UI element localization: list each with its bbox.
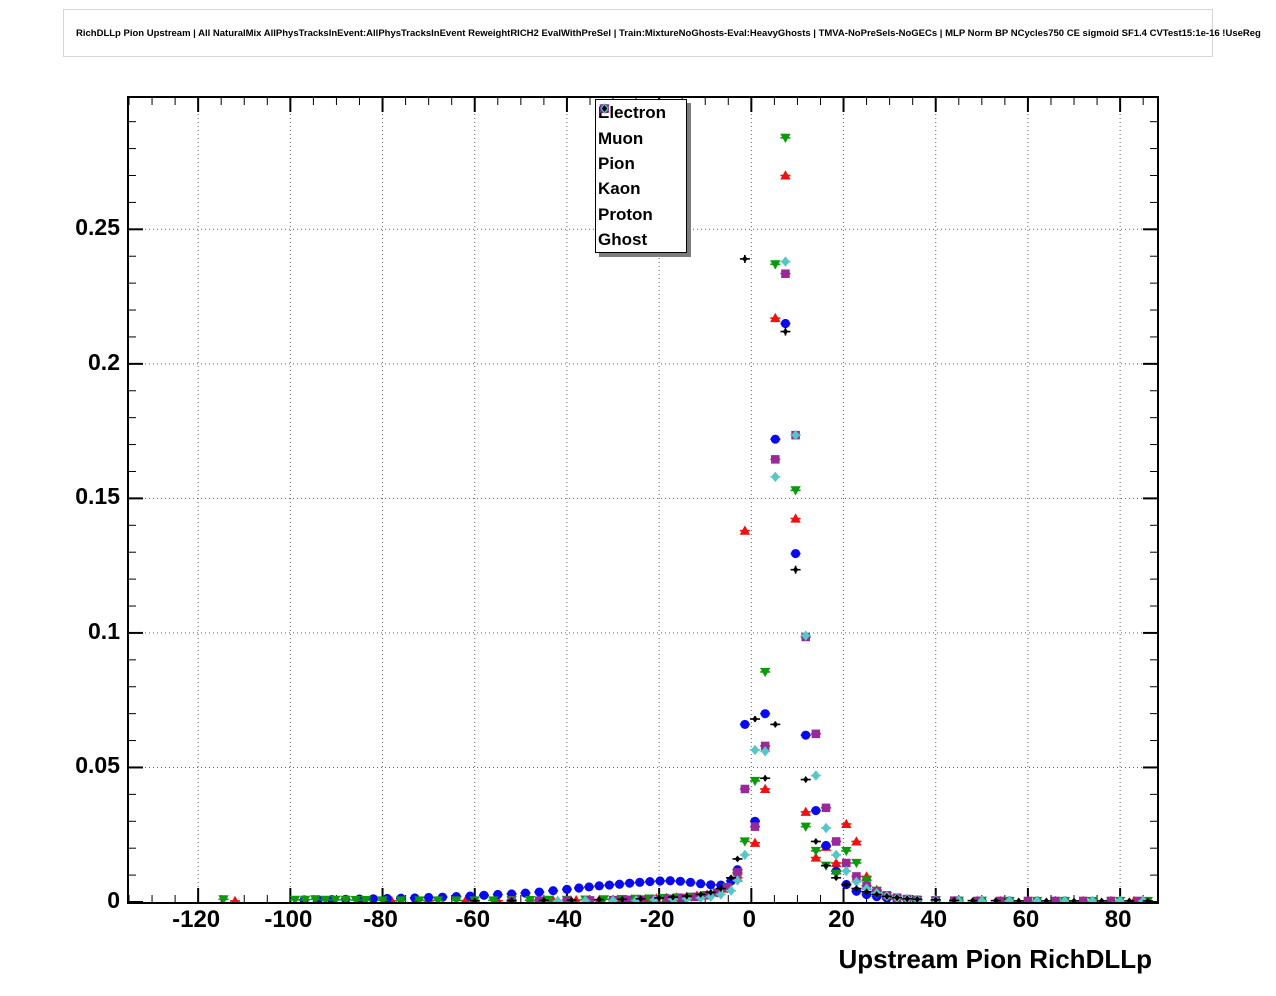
y-tick-label: 0.25 [75, 214, 120, 241]
legend-label: Proton [598, 204, 653, 224]
legend-entry-muon: Muon [596, 103, 686, 150]
x-tick-label: 80 [1104, 906, 1132, 933]
x-tick-label: 60 [1012, 906, 1040, 933]
series-ghost [469, 254, 1153, 902]
legend-label: Ghost [598, 230, 648, 250]
x-tick-label: -60 [455, 906, 491, 933]
series-muon [299, 318, 1070, 902]
plot-title: RichDLLp Pion Upstream | All NaturalMix … [76, 28, 1261, 39]
series-electron [230, 170, 1139, 902]
legend-label: Kaon [598, 179, 641, 199]
legend: Electron Muon Pion Kaon Proton Ghost [595, 99, 687, 254]
y-tick-label: 0.1 [88, 617, 120, 644]
ghost-marker-icon [601, 105, 608, 112]
chart-area [129, 98, 1157, 902]
legend-label: Electron [598, 103, 667, 123]
x-tick-label: -100 [264, 906, 313, 933]
legend-entry-proton: Proton [596, 103, 686, 227]
y-tick-label: 0 [107, 887, 120, 913]
x-tick-label: 0 [742, 906, 757, 933]
x-tick-label: 20 [828, 906, 855, 933]
legend-entry-kaon: Kaon [596, 104, 686, 201]
x-tick-label: 40 [920, 906, 948, 933]
plot-frame: Electron Muon Pion Kaon Proton Ghost [127, 96, 1159, 904]
title-pad: RichDLLp Pion Upstream | All NaturalMix … [63, 9, 1261, 57]
x-axis-title: Upstream Pion RichDLLp [838, 944, 1152, 974]
y-tick-label: 0.15 [75, 483, 120, 510]
x-tick-label: -80 [363, 906, 398, 933]
legend-entry-pion: Pion [596, 104, 686, 176]
x-tick-label: -120 [172, 906, 221, 933]
x-tick-label: -40 [547, 906, 583, 933]
y-tick-label: 0.05 [75, 752, 120, 779]
gridlines [129, 98, 1157, 902]
legend-entry-ghost: Ghost [596, 105, 686, 252]
y-tick-label: 0.2 [88, 348, 120, 375]
legend-label: Muon [598, 128, 644, 148]
series-proton [552, 256, 1149, 902]
x-tick-label: -20 [639, 906, 675, 933]
legend-label: Pion [598, 153, 635, 173]
